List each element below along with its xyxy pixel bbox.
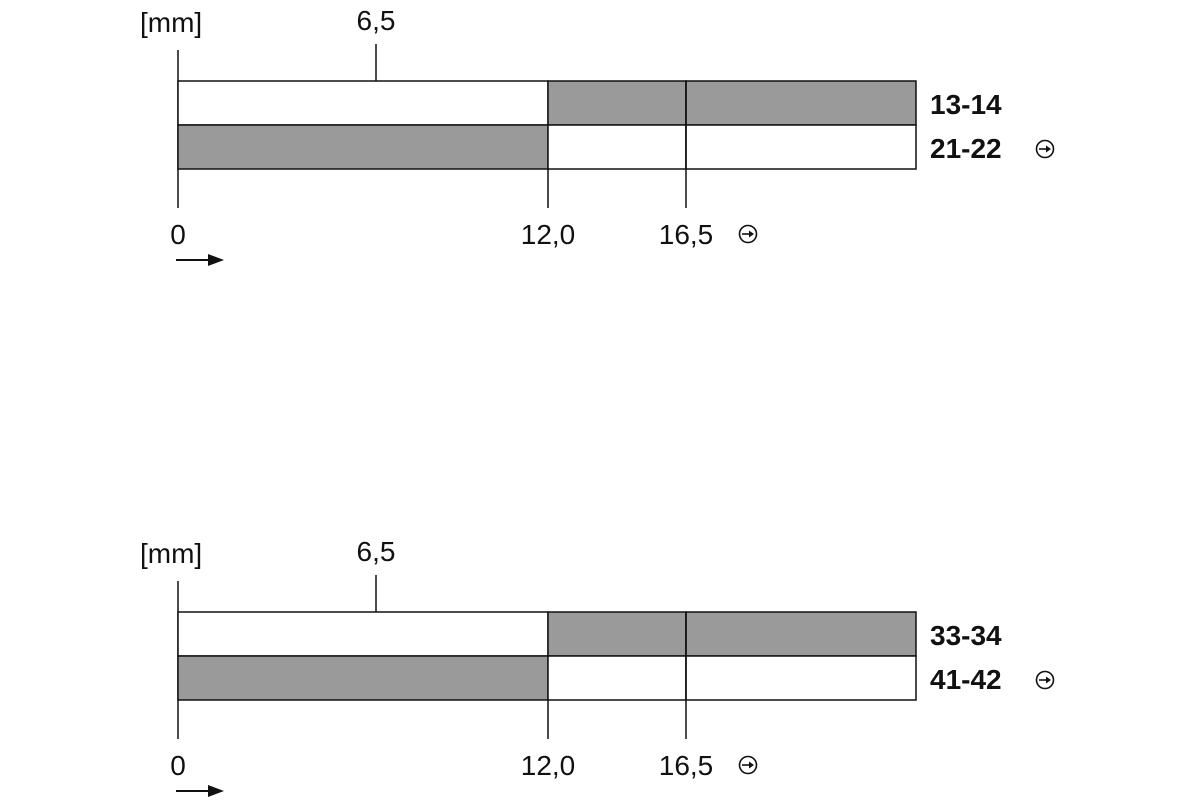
switch-diagram-1: [mm] 6,5 13-14 21-22 0 12,0 16,5 — [140, 5, 1055, 266]
tick-label: 0 — [170, 750, 186, 781]
contact-label: 41-42 — [930, 664, 1002, 695]
closed-segment — [177, 655, 549, 701]
positive-opening-icon — [738, 755, 758, 775]
contact-row-41-42: 41-42 — [177, 655, 1055, 701]
open-segment — [177, 611, 549, 657]
closed-segment — [547, 80, 687, 126]
unit-label: [mm] — [140, 7, 202, 38]
tick-label: 16,5 — [659, 750, 714, 781]
open-segment — [685, 124, 917, 170]
contact-row-13-14: 13-14 — [177, 80, 1002, 126]
contact-label: 21-22 — [930, 133, 1002, 164]
tick-label: 12,0 — [521, 219, 576, 250]
tick-label: 16,5 — [659, 219, 714, 250]
contact-row-33-34: 33-34 — [177, 611, 1002, 657]
tick-label: 0 — [170, 219, 186, 250]
closed-segment — [685, 611, 917, 657]
open-segment — [685, 655, 917, 701]
direction-arrow-icon — [176, 785, 224, 797]
unit-label: [mm] — [140, 538, 202, 569]
switch-diagram-2: [mm] 6,5 33-34 41-42 0 12,0 16,5 — [140, 536, 1055, 797]
direction-arrow-icon — [176, 254, 224, 266]
positive-opening-icon — [1035, 670, 1055, 690]
open-segment — [177, 80, 549, 126]
contact-row-21-22: 21-22 — [177, 124, 1055, 170]
top-marker-label: 6,5 — [357, 536, 396, 567]
positive-opening-icon — [1035, 139, 1055, 159]
contact-label: 33-34 — [930, 620, 1002, 651]
tick-label: 12,0 — [521, 750, 576, 781]
closed-segment — [547, 611, 687, 657]
contact-label: 13-14 — [930, 89, 1002, 120]
open-segment — [547, 655, 687, 701]
closed-segment — [685, 80, 917, 126]
open-segment — [547, 124, 687, 170]
positive-opening-icon — [738, 224, 758, 244]
closed-segment — [177, 124, 549, 170]
top-marker-label: 6,5 — [357, 5, 396, 36]
